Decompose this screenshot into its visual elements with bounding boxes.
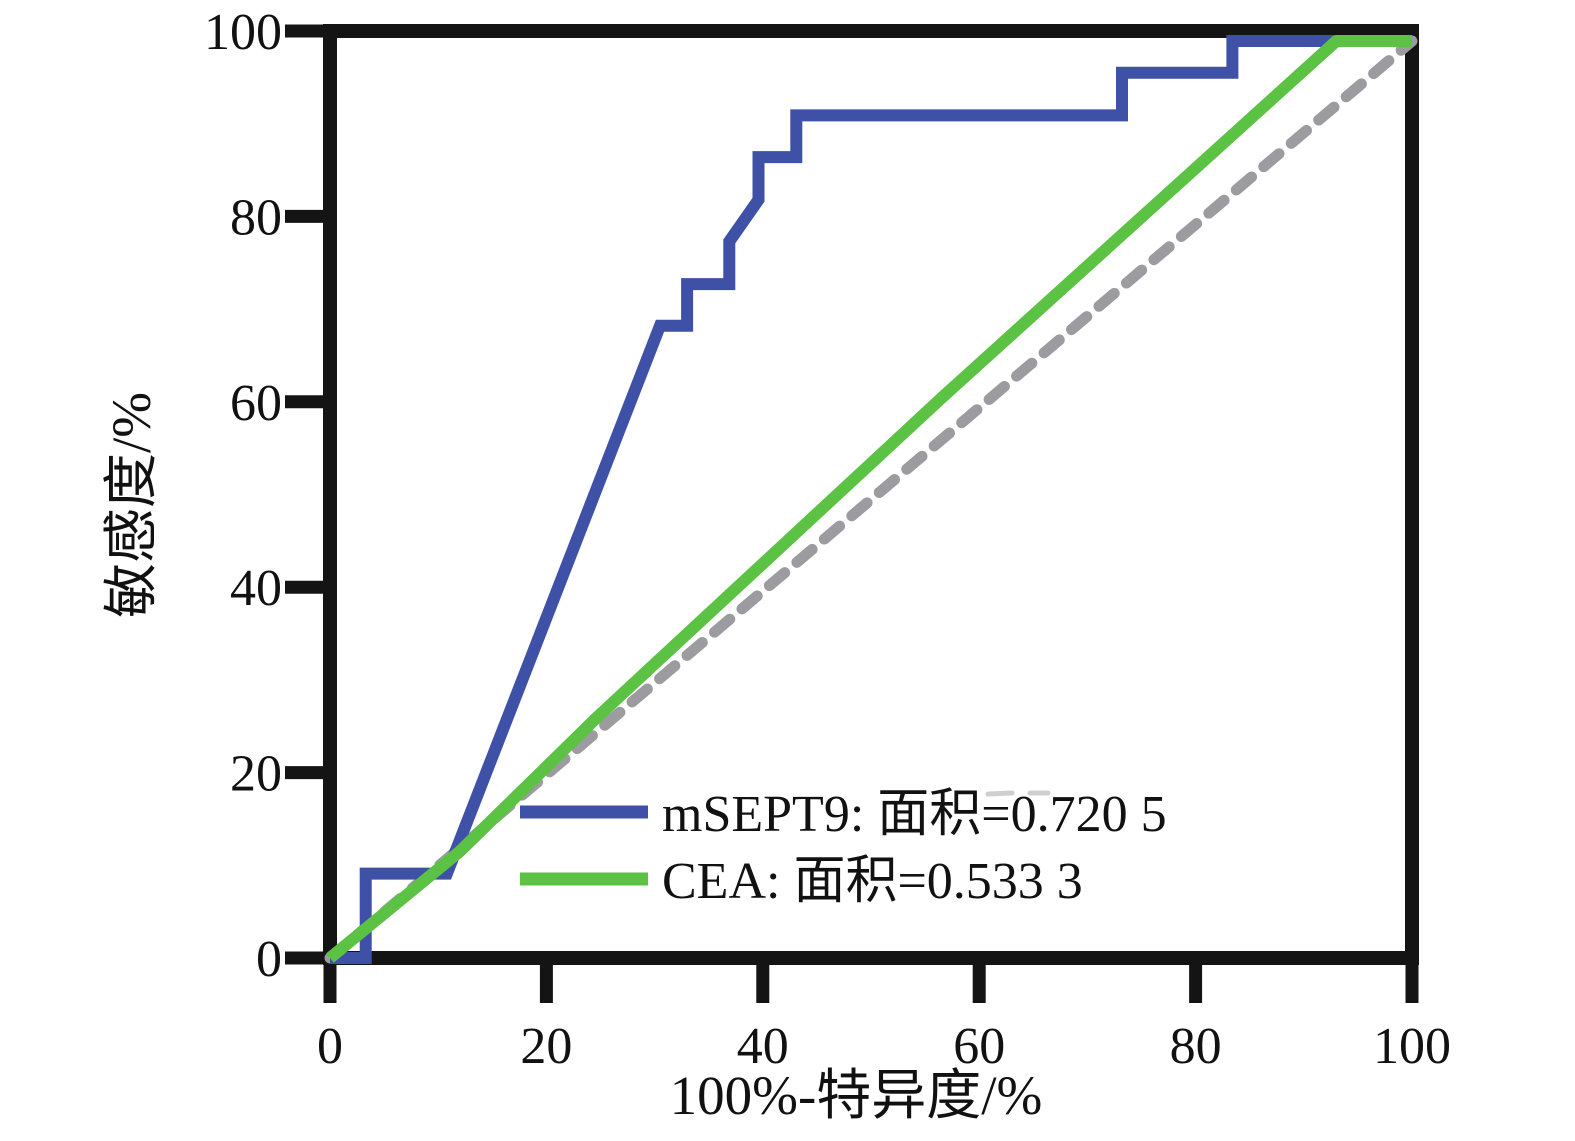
x-axis-title: 100%-特异度/% <box>670 1065 1043 1126</box>
x-tick-label: 60 <box>953 1018 1005 1075</box>
legend-label-msept9: mSEPT9: 面积=0.720 5 <box>662 786 1167 843</box>
scan-artifact <box>985 790 1051 797</box>
x-tick-label: 80 <box>1170 1018 1222 1075</box>
legend-label-cea: CEA: 面积=0.533 3 <box>662 853 1083 910</box>
plot-frame <box>323 24 1419 965</box>
y-axis-tick-labels: 0 20 40 60 80 100 <box>204 4 282 988</box>
y-tick-label: 20 <box>230 746 282 803</box>
y-axis-ticks <box>285 24 330 965</box>
y-tick-label: 100 <box>204 4 282 61</box>
x-tick-label: 20 <box>520 1018 572 1075</box>
y-tick-label: 0 <box>256 931 282 988</box>
legend: mSEPT9: 面积=0.720 5 CEA: 面积=0.533 3 <box>520 786 1167 910</box>
curve-cea <box>326 35 1412 963</box>
y-tick-label: 40 <box>230 560 282 617</box>
y-tick-label: 80 <box>230 189 282 246</box>
y-tick-label: 60 <box>230 375 282 432</box>
x-tick-label: 40 <box>737 1018 789 1075</box>
x-axis-ticks <box>323 958 1419 1003</box>
y-axis-title: 敏感度/% <box>101 392 162 618</box>
x-tick-label: 0 <box>317 1018 343 1075</box>
x-tick-label: 100 <box>1373 1018 1451 1075</box>
x-axis-tick-labels: 0 20 40 60 80 100 <box>317 1018 1451 1075</box>
